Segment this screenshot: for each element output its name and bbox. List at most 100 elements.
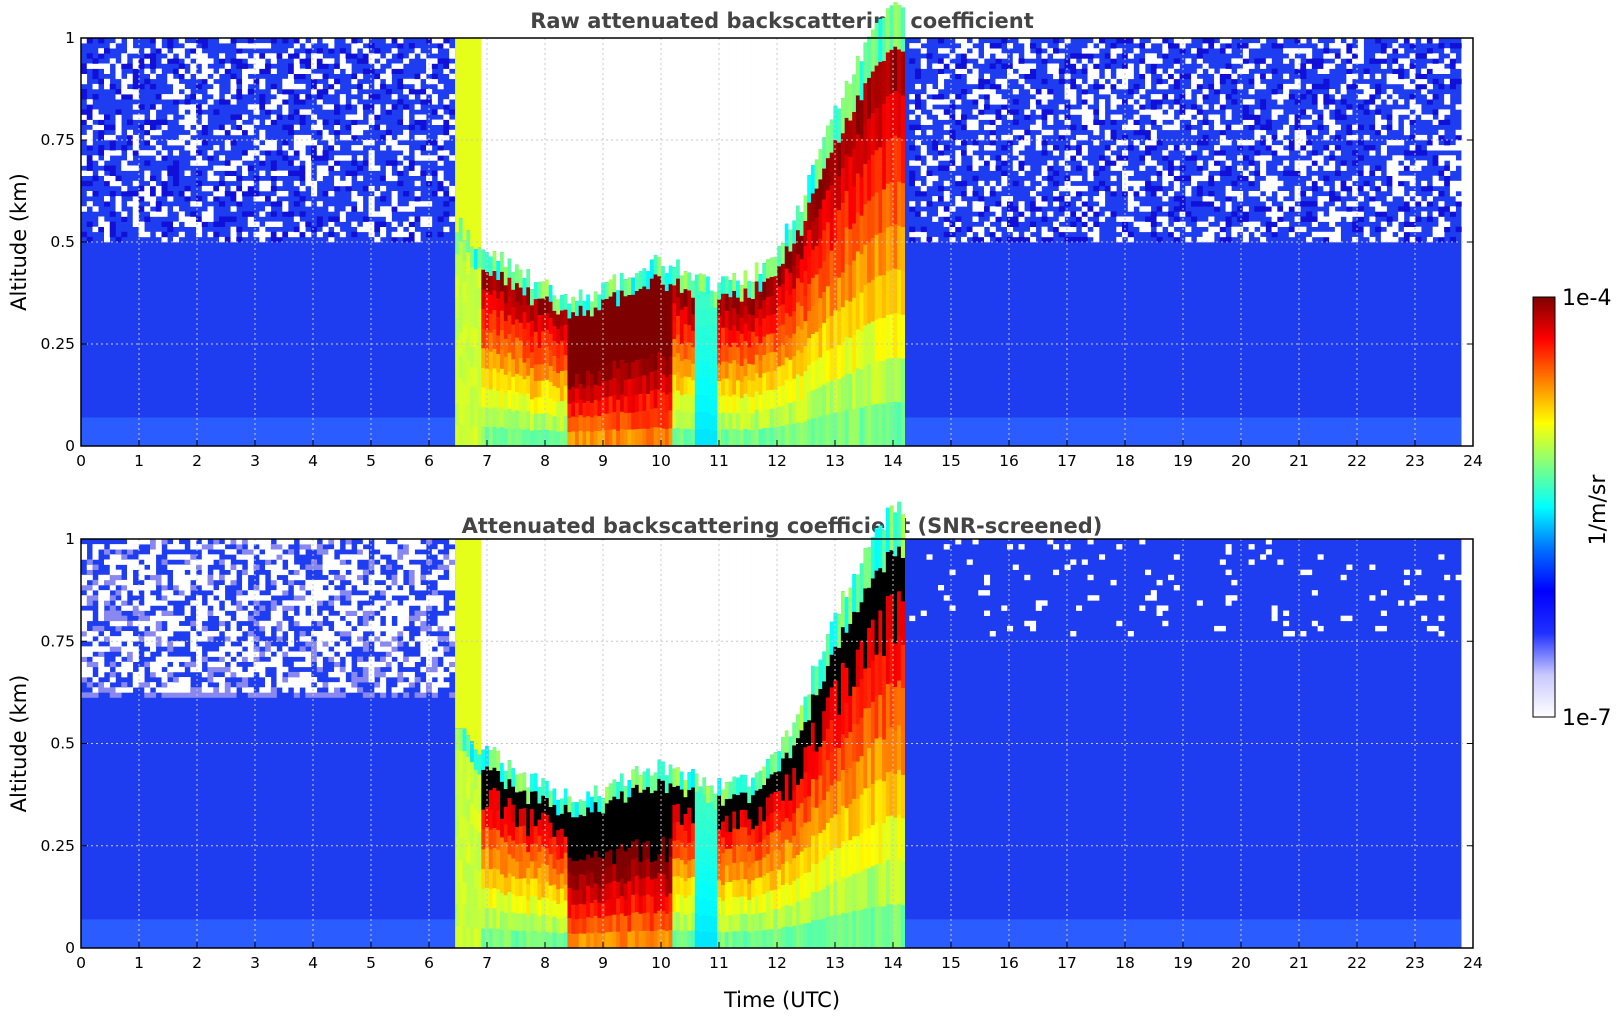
noise-cell [144, 585, 151, 591]
fog-cell [567, 360, 572, 376]
noise-cell [92, 625, 99, 632]
fog-cell [683, 393, 688, 412]
noise-cell [213, 610, 220, 616]
noise-cell [1087, 73, 1094, 80]
noise-cell [966, 185, 973, 192]
noise-cell [932, 236, 939, 243]
fog-cell [589, 388, 595, 404]
noise-cell [1352, 73, 1359, 80]
noise-cell [1398, 73, 1405, 80]
noise-cell [351, 206, 358, 212]
noise-cell [86, 682, 93, 688]
noise-cell [1288, 170, 1295, 176]
noise-cell [1455, 180, 1462, 187]
noise-cell [86, 155, 93, 161]
fog-cell [863, 163, 868, 205]
noise-cell [144, 579, 151, 586]
fog-cell [515, 337, 520, 356]
attenuated-region [807, 38, 812, 176]
noise-cell [1150, 99, 1157, 105]
noise-cell [1409, 99, 1416, 105]
noise-cell [1231, 78, 1238, 85]
noise-cell [213, 661, 220, 668]
noise-cell [98, 625, 105, 632]
fog-cell [668, 265, 673, 285]
fog-cell [623, 412, 628, 430]
noise-cell [127, 119, 134, 125]
fog-cell [526, 357, 531, 376]
noise-cell [391, 104, 398, 110]
noise-cell [173, 564, 180, 570]
noise-cell [121, 165, 128, 171]
noise-cell [926, 89, 933, 95]
noise-cell [270, 160, 277, 166]
noise-cell [1323, 165, 1330, 171]
noise-cell [167, 666, 174, 673]
noise-cell [98, 636, 105, 642]
noise-cell [943, 231, 950, 238]
noise-cell [1260, 58, 1267, 64]
noise-cell [293, 134, 300, 141]
noise-cell [1087, 221, 1094, 227]
fog-cell [702, 291, 707, 310]
noise-cell [236, 191, 243, 197]
fog-cell [455, 360, 460, 383]
noise-cell [247, 671, 254, 678]
noise-cell [403, 206, 410, 212]
noise-cell [1271, 221, 1278, 227]
noise-cell [184, 104, 191, 110]
noise-cell [305, 63, 312, 69]
noise-cell [368, 140, 375, 146]
fog-cell [477, 406, 482, 427]
noise-cell [104, 574, 111, 581]
noise-cell [1214, 206, 1221, 212]
noise-cell [230, 661, 237, 668]
noise-cell [1047, 119, 1054, 125]
noise-cell [1421, 211, 1428, 217]
noise-cell [368, 206, 375, 212]
noise-cell [1317, 63, 1324, 69]
fog-cell [687, 394, 692, 412]
fog-cell [582, 329, 587, 345]
noise-cell [1392, 170, 1399, 176]
fog-cell [724, 327, 729, 345]
noise-cell [184, 114, 191, 120]
noise-cell [213, 590, 220, 596]
noise-cell [1375, 119, 1382, 125]
noise-cell [98, 671, 105, 678]
noise-cell [1202, 231, 1209, 238]
fog-cell [822, 353, 827, 385]
noise-cell [1438, 216, 1445, 222]
noise-cell [1334, 38, 1341, 44]
noise-cell [1242, 104, 1249, 110]
noise-cell [144, 196, 151, 202]
fog-cell [833, 275, 838, 311]
noise-cell [1219, 129, 1226, 136]
noise-cell [1260, 160, 1267, 166]
noise-cell [167, 641, 174, 647]
noise-cell [1260, 38, 1267, 44]
noise-cell [155, 43, 162, 49]
fog-cell [533, 331, 538, 349]
fog-cell [709, 337, 714, 354]
noise-cell [1064, 185, 1071, 192]
noise-cell [270, 140, 277, 146]
fog-cell [589, 344, 595, 360]
noise-cell [150, 83, 157, 90]
noise-cell [144, 216, 151, 222]
noise-cell [184, 677, 191, 683]
noise-cell [932, 94, 939, 100]
noise-cell [81, 109, 88, 115]
noise-cell [299, 150, 306, 156]
noise-cell [132, 73, 139, 80]
fog-cell [627, 345, 632, 363]
noise-cell [943, 221, 950, 227]
noise-cell [311, 89, 318, 95]
noise-cell [449, 119, 456, 125]
noise-cell [259, 585, 266, 591]
fog-cell [676, 259, 681, 279]
noise-cell [1099, 99, 1106, 105]
noise-cell [1156, 140, 1163, 146]
noise-cell [339, 48, 346, 54]
noise-cell [1196, 99, 1203, 105]
